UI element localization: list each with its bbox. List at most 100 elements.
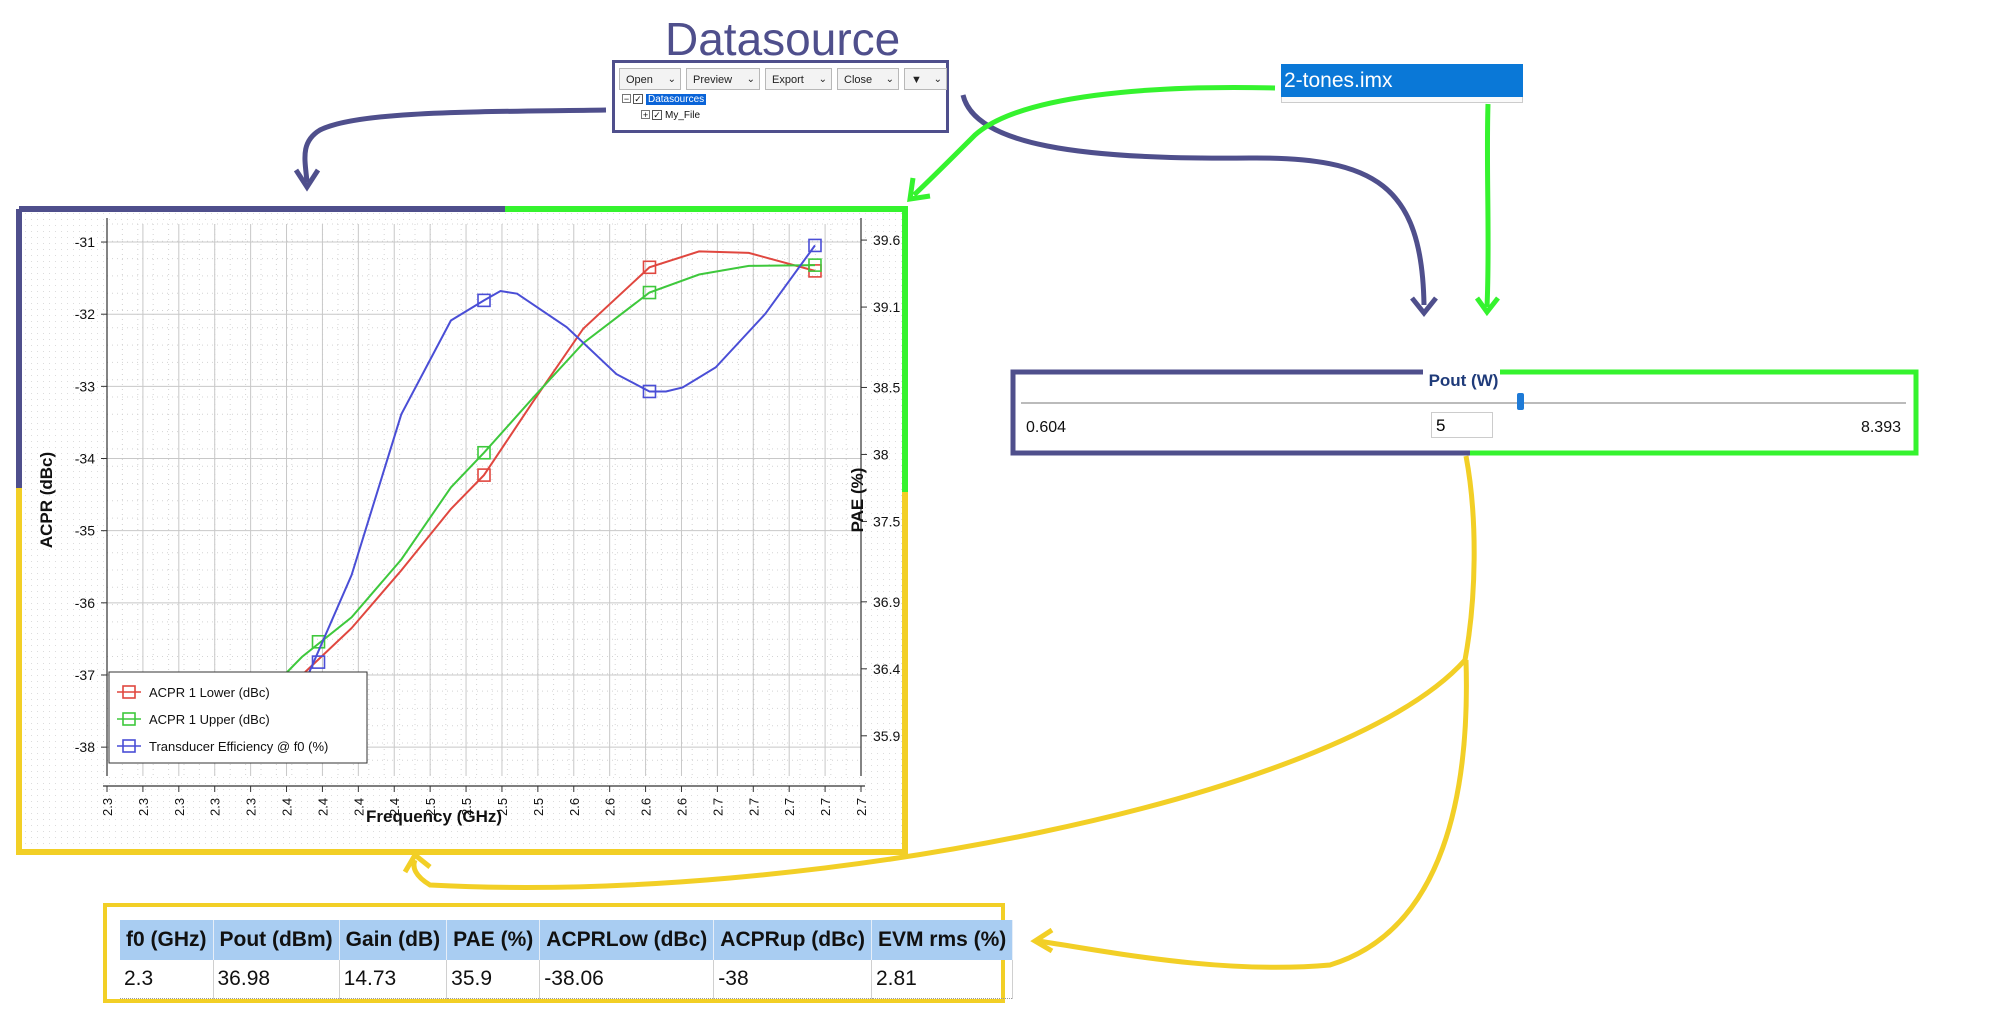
table-header-row: f0 (GHz) Pout (dBm) Gain (dB) PAE (%) ACPRLo…	[120, 920, 1014, 960]
x-tick-label: 2.3	[172, 798, 187, 816]
file-name-field[interactable]: 2-tones.imx	[1281, 64, 1523, 97]
arrow-file-to-chart	[912, 85, 1276, 197]
close-label: Close	[844, 74, 873, 86]
expand-icon[interactable]: +	[641, 110, 650, 120]
chevron-down-icon: ⌄	[933, 74, 942, 85]
y2-tick-label: 36.9	[873, 594, 900, 610]
y2-tick-label: 36.4	[873, 661, 900, 677]
export-label: Export	[772, 74, 804, 86]
open-label: Open	[626, 74, 653, 86]
table-cell: -38	[713, 960, 872, 999]
arrowhead-icon	[1410, 296, 1438, 318]
acpr-pae-chart: -31 -32 -33 -34 -35 -36 -37 -38 39.6 39.1 38.5 38 37…	[19, 207, 903, 852]
column-header[interactable]: ACPRLow (dBc)	[539, 920, 715, 960]
legend-entry: ACPR 1 Upper (dBc)	[149, 712, 270, 727]
chevron-down-icon: ⌄	[667, 74, 676, 85]
column-header[interactable]: Pout (dBm)	[213, 920, 340, 960]
slider-max-label: 8.393	[1860, 419, 1901, 436]
datasource-title: Datasource	[665, 13, 901, 65]
y-tick-label: -34	[75, 451, 95, 467]
slider-value-input[interactable]: 5	[1431, 412, 1493, 438]
x-tick-label: 2.7	[746, 798, 761, 816]
y2-tick-label: 37.5	[873, 513, 900, 529]
arrowhead-icon	[1030, 927, 1054, 954]
column-header[interactable]: f0 (GHz)	[120, 920, 214, 960]
arrowhead-icon	[293, 168, 321, 192]
x-tick-label: 2.5	[531, 798, 546, 816]
table-cell: 2.3	[120, 960, 214, 999]
arrowhead-icon	[907, 177, 931, 202]
chart-panel: -31 -32 -33 -34 -35 -36 -37 -38 39.6 39.1 38.5 38 37…	[19, 207, 903, 852]
y2-tick-label: 35.9	[873, 728, 900, 744]
x-tick-label: 2.7	[782, 798, 797, 816]
chevron-down-icon: ⌄	[746, 74, 755, 85]
x-tick-label: 2.3	[244, 798, 259, 816]
x-tick-label: 2.6	[674, 798, 689, 816]
checkbox-checked-icon[interactable]: ✓	[633, 94, 643, 104]
y-tick-label: -32	[75, 306, 95, 322]
open-button[interactable]: Open ⌄	[619, 68, 681, 90]
datasource-panel: Open ⌄ Preview ⌄ Export ⌄ Close ⌄ ▼ ⌄ − ✓ Datas…	[612, 60, 949, 133]
y2-axis-label: PAE (%)	[848, 468, 867, 533]
table-cell: -38.06	[539, 960, 715, 999]
close-button[interactable]: Close ⌄	[837, 68, 899, 90]
results-table: f0 (GHz) Pout (dBm) Gain (dB) PAE (%) ACPRLo…	[120, 920, 1014, 999]
y2-tick-label: 38.5	[873, 379, 900, 395]
y-tick-label: -37	[75, 667, 95, 683]
slider-track[interactable]	[1021, 402, 1906, 404]
y-tick-label: -35	[75, 523, 95, 539]
y2-tick-label: 39.6	[873, 232, 900, 248]
table-cell: 35.9	[446, 960, 541, 999]
x-tick-label: 2.7	[710, 798, 725, 816]
table-cell: 2.81	[871, 960, 1014, 999]
x-tick-label: 2.4	[351, 798, 366, 816]
x-tick-label: 2.7	[818, 798, 833, 816]
x-tick-label: 2.3	[136, 798, 151, 816]
x-tick-label: 2.3	[100, 798, 115, 816]
x-tick-label: 2.7	[854, 798, 869, 816]
x-tick-label: 2.4	[315, 798, 330, 816]
table-row[interactable]: 2.3 36.98 14.73 35.9 -38.06 -38 2.81	[120, 960, 1014, 999]
slider-min-label: 0.604	[1026, 419, 1067, 436]
y2-tick-label: 39.1	[873, 299, 900, 315]
slider-thumb[interactable]	[1517, 393, 1525, 410]
chevron-down-icon: ⌄	[885, 74, 894, 85]
arrowhead-icon	[402, 851, 432, 874]
preview-label: Preview	[693, 74, 733, 86]
x-tick-label: 2.6	[567, 798, 582, 816]
filter-button[interactable]: ▼ ⌄	[904, 68, 947, 90]
preview-button[interactable]: Preview ⌄	[686, 68, 760, 90]
x-axis-label: Frequency (GHz)	[366, 807, 502, 826]
x-tick-label: 2.6	[639, 798, 654, 816]
collapse-icon[interactable]: −	[622, 94, 631, 104]
tree-child[interactable]: + ✓ My_File	[641, 110, 700, 121]
x-tick-label: 2.6	[603, 798, 618, 816]
legend-entry: Transducer Efficiency @ f0 (%)	[149, 739, 328, 754]
column-header[interactable]: PAE (%)	[446, 920, 541, 960]
x-tick-label: 2.3	[208, 798, 223, 816]
y-axis-label: ACPR (dBc)	[37, 452, 56, 548]
arrow-datasource-to-slider	[960, 94, 1427, 306]
column-header[interactable]: EVM rms (%)	[871, 920, 1014, 960]
tree-child-label[interactable]: My_File	[665, 110, 701, 121]
chevron-down-icon: ⌄	[818, 74, 827, 85]
table-cell: 14.73	[339, 960, 448, 999]
column-header[interactable]: Gain (dB)	[339, 920, 448, 960]
filter-icon: ▼	[911, 74, 922, 86]
y-tick-label: -31	[75, 234, 95, 250]
checkbox-checked-icon[interactable]: ✓	[652, 110, 662, 120]
y2-tick-label: 38	[873, 446, 889, 462]
y-tick-label: -36	[75, 595, 95, 611]
column-header[interactable]: ACPRup (dBc)	[713, 920, 872, 960]
legend-entry: ACPR 1 Lower (dBc)	[149, 685, 270, 700]
x-tick-label: 2.4	[280, 798, 295, 816]
results-table-panel: f0 (GHz) Pout (dBm) Gain (dB) PAE (%) ACPRLo…	[103, 903, 1014, 1003]
tree-root-label[interactable]: Datasources	[646, 94, 707, 105]
tree-root[interactable]: − ✓ Datasources	[622, 94, 707, 105]
export-button[interactable]: Export ⌄	[765, 68, 832, 90]
file-field-dropdown-area	[1281, 97, 1523, 103]
pout-slider-panel: Pout (W) 0.604 5 8.393	[1011, 369, 1916, 453]
slider-title: Pout (W)	[1428, 371, 1499, 390]
y-tick-label: -33	[75, 378, 95, 394]
arrow-datasource-to-chart	[302, 107, 607, 183]
